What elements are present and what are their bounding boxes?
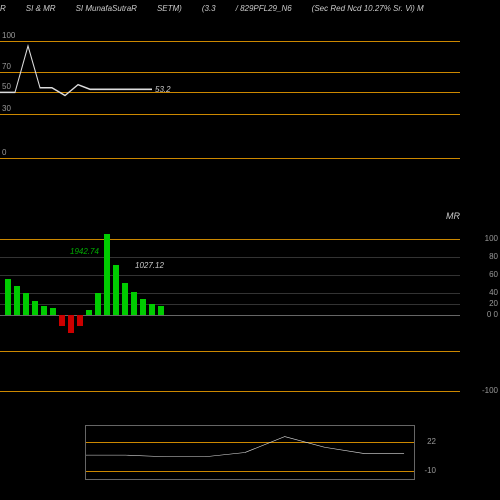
header-item: / 829PFL29_N6	[236, 4, 292, 13]
header-item: (Sec Red Ncd 10.27% Sr. Vi) M	[312, 4, 424, 13]
bar	[140, 299, 146, 315]
bar	[14, 286, 20, 315]
bar	[158, 306, 164, 315]
header-strip: R SI & MR SI MunafaSutraR SETM) (3.3 / 8…	[0, 0, 500, 17]
mr-panel: MR100806040200 0-1001942.741027.12	[0, 225, 500, 405]
value-label: 1027.12	[135, 261, 164, 270]
bar	[50, 308, 56, 315]
rsi-line	[0, 18, 460, 173]
bottom-panel: 22-10	[85, 425, 415, 480]
value-label: 53.2	[155, 85, 171, 94]
header-item: (3.3	[202, 4, 216, 13]
bars-container	[0, 225, 460, 405]
bottom-line	[86, 426, 414, 479]
header-item: SI MunafaSutraR	[76, 4, 137, 13]
axis-label: 60	[489, 270, 498, 279]
panel-title: MR	[446, 211, 460, 221]
bar	[131, 292, 137, 315]
axis-label: 0 0	[487, 310, 498, 319]
bar	[113, 265, 119, 315]
bar	[23, 293, 29, 315]
axis-label: 100	[485, 234, 498, 243]
rsi-panel: 100705030053.2	[0, 18, 500, 173]
bar	[86, 310, 92, 315]
axis-label: 22	[427, 437, 436, 446]
bar	[5, 279, 11, 315]
bar	[32, 301, 38, 315]
bar	[95, 293, 101, 315]
bar	[122, 283, 128, 315]
header-item: SI & MR	[26, 4, 56, 13]
header-item: SETM)	[157, 4, 182, 13]
bar	[41, 306, 47, 315]
axis-label: -100	[482, 386, 498, 395]
bar	[59, 315, 65, 326]
header-item: R	[0, 4, 6, 13]
value-label: 1942.74	[70, 247, 99, 256]
axis-label: 20	[489, 299, 498, 308]
axis-label: -10	[424, 466, 436, 475]
axis-label: 40	[489, 288, 498, 297]
bar	[77, 315, 83, 326]
bar	[104, 234, 110, 315]
axis-label: 80	[489, 252, 498, 261]
bar	[149, 304, 155, 315]
bar	[68, 315, 74, 333]
